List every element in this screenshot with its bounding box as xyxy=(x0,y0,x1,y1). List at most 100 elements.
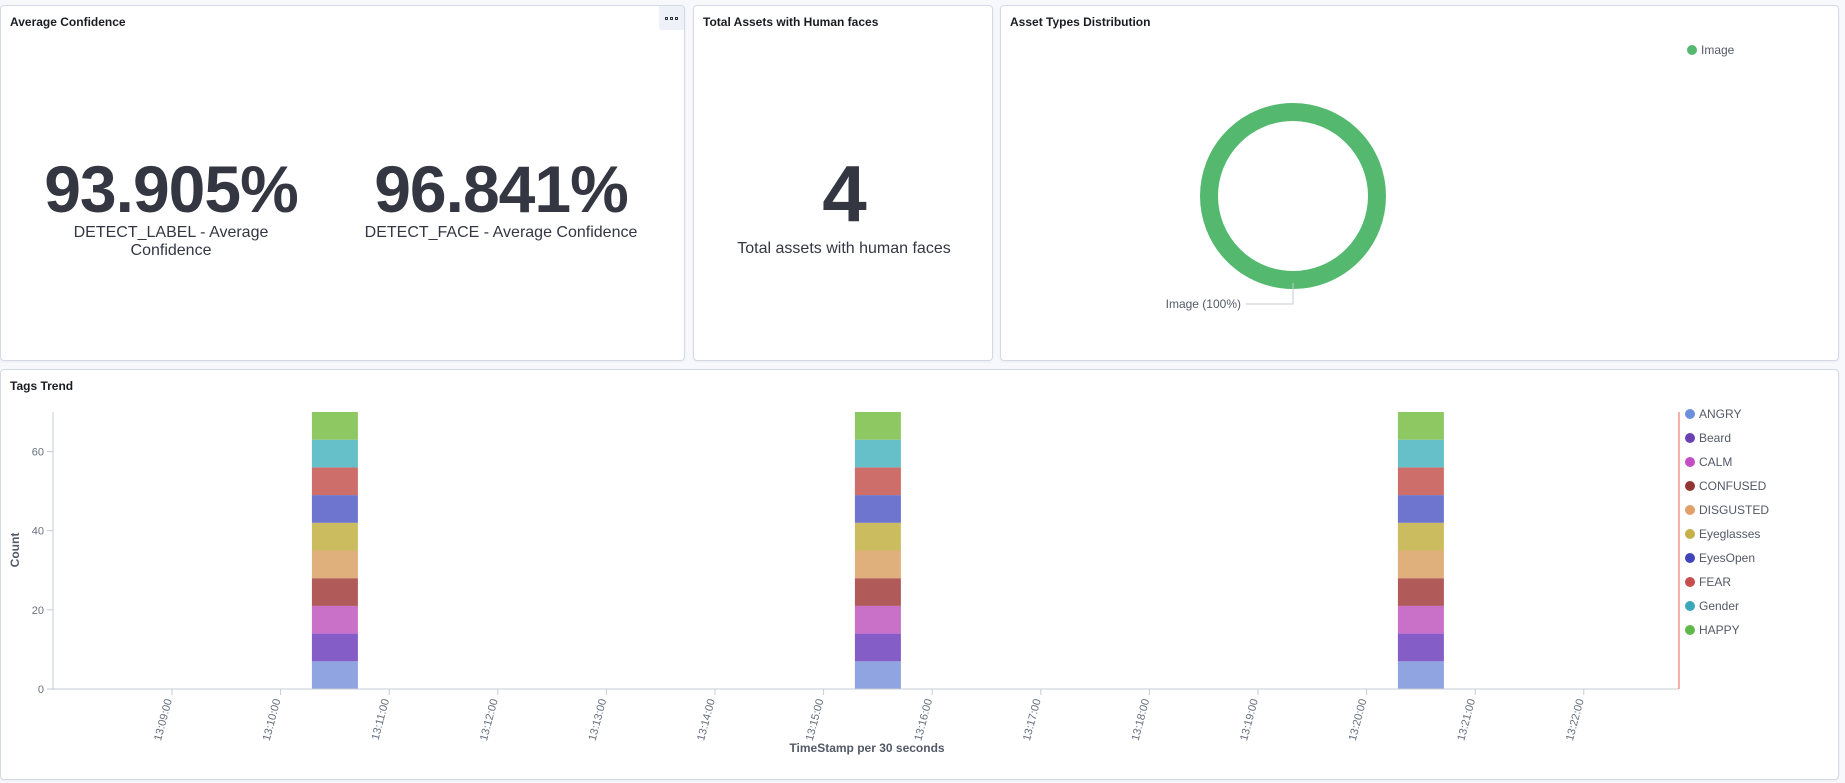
donut-chart: Image (100%) xyxy=(1166,103,1386,311)
x-tick-label: 13:21:00 xyxy=(1455,698,1478,742)
y-axis-title: Count xyxy=(8,533,22,568)
legend-dot xyxy=(1685,553,1695,563)
metric-value: 4 xyxy=(822,149,867,238)
bar-segment-calm[interactable] xyxy=(1397,605,1444,634)
bar-segment-calm[interactable] xyxy=(311,605,358,634)
asset-types-panel: Asset Types Distribution Image Image (10… xyxy=(1000,5,1839,361)
x-tick-label: 13:11:00 xyxy=(370,698,392,742)
legend-dot xyxy=(1685,481,1695,491)
metric-label: DETECT_FACE - Average Confidence xyxy=(364,224,638,241)
legend-item-happy[interactable]: HAPPY xyxy=(1685,623,1740,637)
legend-item-angry[interactable]: ANGRY xyxy=(1685,407,1741,421)
legend-item-image[interactable]: Image xyxy=(1687,43,1734,57)
bar-segment-gender[interactable] xyxy=(854,439,901,468)
bar-segment-beard[interactable] xyxy=(311,633,358,662)
panel-title: Average Confidence xyxy=(10,15,126,29)
bar-segment-disgusted[interactable] xyxy=(1397,550,1444,579)
y-tick-label: 40 xyxy=(32,526,44,538)
bar-segment-happy[interactable] xyxy=(854,412,901,440)
bar-segment-fear[interactable] xyxy=(854,467,901,496)
bar-segment-calm[interactable] xyxy=(854,605,901,634)
legend-dot xyxy=(1685,577,1695,587)
legend-item-eyeglasses[interactable]: Eyeglasses xyxy=(1685,527,1760,541)
y-tick-label: 60 xyxy=(32,447,44,459)
metric-value: 96.841% xyxy=(374,152,629,226)
bar-segment-happy[interactable] xyxy=(311,412,358,440)
bar-segment-eyesopen[interactable] xyxy=(311,495,358,523)
x-tick-label: 13:16:00 xyxy=(912,698,935,742)
legend-dot xyxy=(1685,433,1695,443)
x-tick-label: 13:15:00 xyxy=(804,698,827,742)
more-options-icon xyxy=(665,16,678,20)
x-axis-title: TimeStamp per 30 seconds xyxy=(789,741,945,755)
tags-trend-chart: 0 20 40 60 13:09:00 13:10:00 13:11:00 13:12:00 1… xyxy=(8,407,1769,755)
x-tick-label: 13:17:00 xyxy=(1021,698,1044,742)
legend-item-calm[interactable]: CALM xyxy=(1685,455,1732,469)
bar-segment-eyeglasses[interactable] xyxy=(311,522,358,551)
legend-dot xyxy=(1685,625,1695,635)
y-tick-label: 0 xyxy=(38,684,44,696)
legend-label: HAPPY xyxy=(1699,623,1740,637)
bar-segment-angry[interactable] xyxy=(854,661,901,689)
bar-segment-fear[interactable] xyxy=(311,467,358,496)
panel-options-button[interactable] xyxy=(659,6,684,30)
metric-label: DETECT_LABEL - Average Confidence xyxy=(73,224,269,259)
panel-title: Asset Types Distribution xyxy=(1010,15,1151,29)
x-tick-label: 13:18:00 xyxy=(1130,698,1153,742)
bar-segment-gender[interactable] xyxy=(1397,439,1444,468)
legend-dot xyxy=(1685,529,1695,539)
legend-item-gender[interactable]: Gender xyxy=(1685,599,1739,613)
bar-segment-confused[interactable] xyxy=(854,578,901,606)
legend-label: ANGRY xyxy=(1699,407,1741,421)
slice-label-leader xyxy=(1246,283,1294,305)
legend-label: Gender xyxy=(1699,599,1739,613)
x-tick-label: 13:22:00 xyxy=(1564,698,1587,742)
bar-segment-angry[interactable] xyxy=(311,661,358,689)
metric-value: 93.905% xyxy=(44,152,299,226)
legend-label: Image xyxy=(1701,43,1735,57)
legend-item-beard[interactable]: Beard xyxy=(1685,431,1731,445)
metric-total-faces: 4 Total assets with human faces xyxy=(694,149,992,258)
y-tick-label: 20 xyxy=(32,605,44,617)
bar-segment-eyesopen[interactable] xyxy=(1397,495,1444,523)
legend-dot xyxy=(1685,457,1695,467)
legend-item-eyesopen[interactable]: EyesOpen xyxy=(1685,551,1755,565)
bar-segment-eyeglasses[interactable] xyxy=(1397,522,1444,551)
x-tick-label: 13:12:00 xyxy=(478,698,501,742)
metric-detect-face: 96.841% DETECT_FACE - Average Confidence xyxy=(361,156,641,242)
tags-trend-panel: Tags Trend 0 20 40 60 13:09:00 13:10:00 13:11:… xyxy=(0,369,1839,780)
legend-label: Beard xyxy=(1699,431,1731,445)
legend-label: Eyeglasses xyxy=(1699,527,1760,541)
metric-detect-label: 93.905% DETECT_LABEL - Average Confidenc… xyxy=(41,156,301,260)
bar-segment-beard[interactable] xyxy=(854,633,901,662)
metric-label: Total assets with human faces xyxy=(737,240,951,257)
bar-segment-disgusted[interactable] xyxy=(311,550,358,579)
legend-label: CONFUSED xyxy=(1699,479,1767,493)
x-tick-label: 13:19:00 xyxy=(1238,698,1261,742)
legend-dot xyxy=(1685,601,1695,611)
legend-label: DISGUSTED xyxy=(1699,503,1769,517)
panel-title: Total Assets with Human faces xyxy=(703,15,879,29)
legend-item-fear[interactable]: FEAR xyxy=(1685,575,1731,589)
donut-slice-image[interactable] xyxy=(1200,103,1386,289)
legend-label: CALM xyxy=(1699,455,1732,469)
x-tick-label: 13:20:00 xyxy=(1347,698,1370,742)
panel-title: Tags Trend xyxy=(10,379,74,393)
legend-dot xyxy=(1685,505,1695,515)
bar-segment-confused[interactable] xyxy=(311,578,358,606)
bar-segment-eyesopen[interactable] xyxy=(854,495,901,523)
bar-segment-eyeglasses[interactable] xyxy=(854,522,901,551)
legend-label: EyesOpen xyxy=(1699,551,1755,565)
bar-segment-disgusted[interactable] xyxy=(854,550,901,579)
x-tick-label: 13:14:00 xyxy=(695,698,718,742)
legend-dot xyxy=(1685,409,1695,419)
bar-segment-beard[interactable] xyxy=(1397,633,1444,662)
bar-segment-happy[interactable] xyxy=(1397,412,1444,440)
legend-item-disgusted[interactable]: DISGUSTED xyxy=(1685,503,1769,517)
bar-segment-fear[interactable] xyxy=(1397,467,1444,496)
bar-segment-confused[interactable] xyxy=(1397,578,1444,606)
bar-segment-gender[interactable] xyxy=(311,439,358,468)
bar-segment-angry[interactable] xyxy=(1397,661,1444,689)
legend-item-confused[interactable]: CONFUSED xyxy=(1685,479,1767,493)
legend-label: FEAR xyxy=(1699,575,1731,589)
